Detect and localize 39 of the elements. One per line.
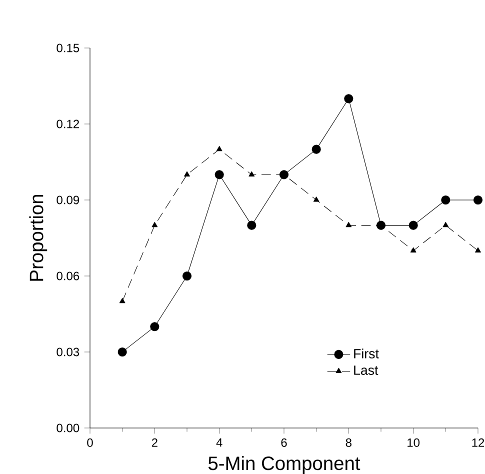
point bbox=[442, 222, 449, 228]
x-tick-label: 4 bbox=[216, 438, 222, 447]
x-tick-label: 2 bbox=[152, 438, 158, 447]
y-tick-label: 0.12 bbox=[56, 120, 79, 128]
x-tick-label: 8 bbox=[346, 438, 352, 447]
point bbox=[473, 195, 483, 205]
point bbox=[313, 196, 320, 202]
point bbox=[344, 94, 354, 104]
point bbox=[119, 298, 126, 304]
point bbox=[408, 220, 418, 230]
point bbox=[312, 144, 321, 154]
legend-label: Last bbox=[354, 366, 378, 375]
y-tick-label: 0.09 bbox=[56, 196, 80, 204]
x-tick-label: 12 bbox=[472, 438, 484, 447]
point bbox=[150, 322, 160, 332]
point bbox=[376, 220, 386, 230]
point bbox=[410, 247, 416, 252]
y-axis-title: Proportion bbox=[29, 194, 48, 281]
y-tick-label: 0.00 bbox=[56, 424, 80, 432]
y-tick-label: 0.15 bbox=[56, 44, 80, 52]
point bbox=[248, 171, 255, 176]
x-tick-label: 0 bbox=[87, 438, 93, 447]
x-tick-label: 10 bbox=[408, 438, 420, 447]
point bbox=[182, 271, 192, 281]
point bbox=[184, 171, 190, 176]
point bbox=[214, 170, 224, 180]
x-tick-label: 6 bbox=[281, 438, 287, 447]
point bbox=[216, 146, 222, 152]
point bbox=[475, 247, 481, 252]
legend-label: First bbox=[354, 348, 379, 358]
point bbox=[279, 170, 289, 180]
x-axis-title: 5-Min Component bbox=[208, 456, 360, 474]
point bbox=[247, 220, 256, 230]
y-tick-label: 0.03 bbox=[56, 348, 80, 356]
point bbox=[441, 195, 450, 205]
point bbox=[118, 347, 127, 357]
point bbox=[152, 222, 158, 228]
point bbox=[346, 222, 352, 228]
y-tick-label: 0.06 bbox=[56, 272, 80, 280]
